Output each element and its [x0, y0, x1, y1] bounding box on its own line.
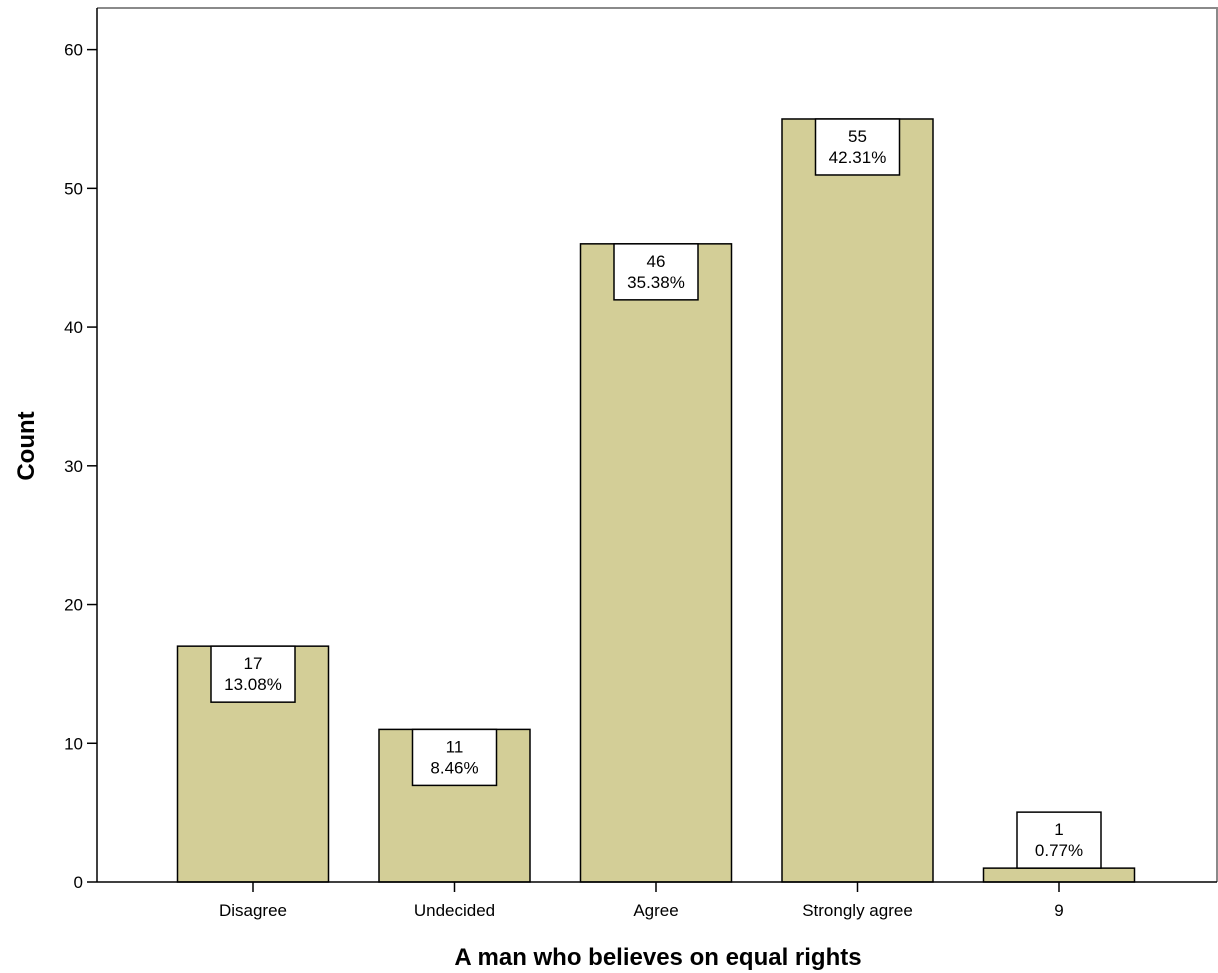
data-label-count: 1	[1054, 820, 1063, 839]
data-label-percent: 42.31%	[829, 148, 887, 167]
y-tick-label: 10	[64, 734, 83, 753]
data-label-count: 46	[647, 252, 666, 271]
data-label-box	[210, 645, 296, 703]
bar-agree	[579, 243, 733, 883]
data-label-count: 55	[848, 127, 867, 146]
data-label-percent: 13.08%	[224, 675, 282, 694]
data-label-box	[613, 243, 699, 301]
data-label-percent: 0.77%	[1035, 841, 1083, 860]
y-tick-label: 0	[74, 873, 83, 892]
x-tick-label: Undecided	[414, 901, 495, 920]
data-label-percent: 35.38%	[627, 273, 685, 292]
y-tick-label: 50	[64, 179, 83, 198]
x-tick-label: Disagree	[219, 901, 287, 920]
axes-layer: 0 10 20 30 40 50 60 Disagree Undecided Agree Stron…	[64, 7, 1218, 920]
y-tick-label: 20	[64, 596, 83, 615]
plot-frame	[97, 7, 1218, 882]
data-labels-layer: 17 13.08% 11 8.46% 46 35.38% 55 42.31% 1 0.77%	[210, 118, 1102, 869]
x-tick-label: Agree	[633, 901, 678, 920]
y-tick-label: 60	[64, 41, 83, 60]
y-tick-label: 30	[64, 457, 83, 476]
bar-strongly-agree	[781, 118, 934, 883]
y-axis-title: Count	[13, 411, 40, 480]
bar-9	[982, 867, 1136, 883]
x-tick-label: 9	[1054, 901, 1063, 920]
data-label-percent: 8.46%	[430, 758, 478, 777]
data-label-box	[1016, 811, 1102, 869]
data-label-box	[411, 728, 498, 787]
x-axis-title: A man who believes on equal rights	[454, 944, 861, 971]
y-tick-label: 40	[64, 318, 83, 337]
x-tick-label: Strongly agree	[802, 901, 913, 920]
data-label-count: 11	[446, 737, 464, 756]
bars-layer	[176, 118, 1136, 883]
data-label-count: 17	[244, 654, 263, 673]
data-label-box	[814, 118, 901, 176]
